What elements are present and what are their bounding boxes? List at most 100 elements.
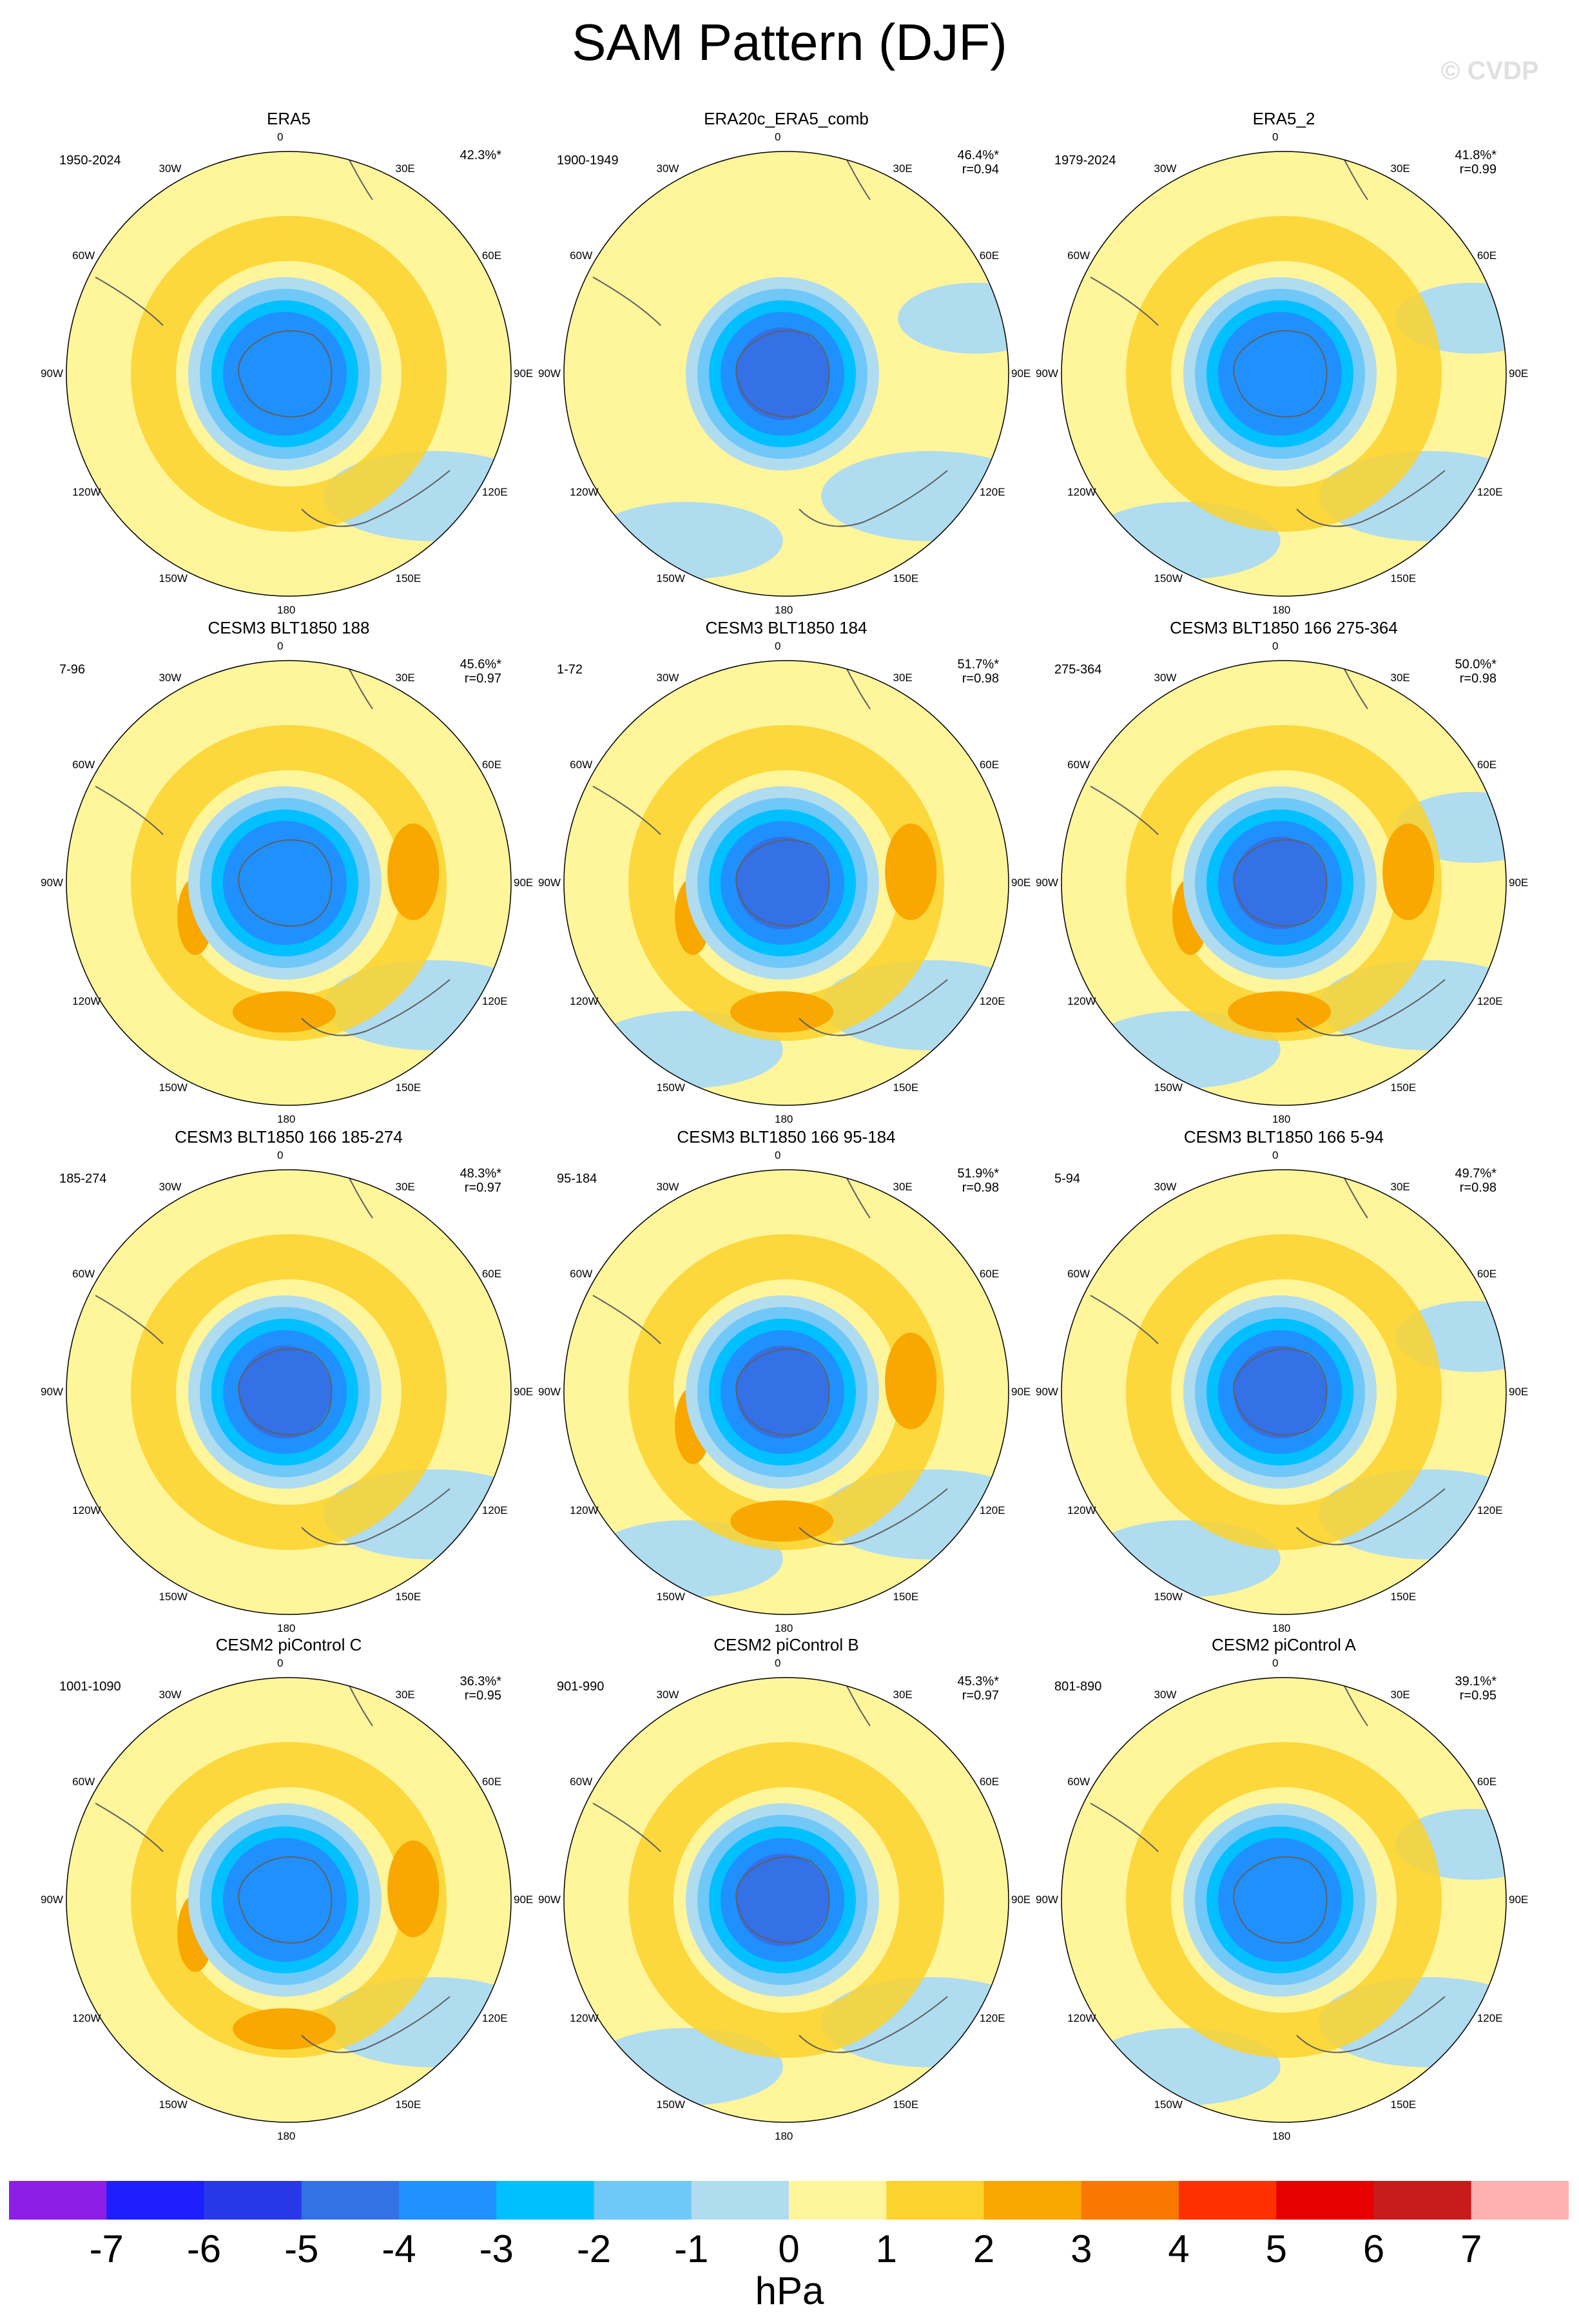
longitude-label: 60E xyxy=(1477,1267,1497,1280)
south-america-coastline xyxy=(592,1295,661,1344)
longitude-label: 150E xyxy=(395,2098,421,2111)
map-panel: CESM3 BLT1850 184 1-72 51.7%* r=0.98 0 30E 60E… xyxy=(535,617,1038,1127)
australia-coastline xyxy=(301,1996,450,2053)
colorbar-swatch xyxy=(691,2181,790,2220)
polar-map xyxy=(66,1169,512,1615)
longitude-label: 120E xyxy=(1477,485,1503,498)
colorbar xyxy=(9,2181,1569,2220)
longitude-label: 150W xyxy=(1154,2098,1183,2111)
longitude-label: 30W xyxy=(1154,1181,1177,1194)
colorbar-swatch xyxy=(1373,2181,1472,2220)
panel-variance-stat: 45.3%* r=0.97 xyxy=(870,1674,1000,1703)
colorbar-tick-label: 5 xyxy=(1265,2227,1287,2271)
australia-coastline xyxy=(1296,979,1446,1036)
antarctica-coastline xyxy=(238,839,333,927)
longitude-label: 30W xyxy=(1154,1689,1177,1701)
polar-cap-band xyxy=(736,327,829,420)
colorbar-tick-label: -6 xyxy=(186,2227,222,2271)
panel-title: CESM3 BLT1850 166 95-184 xyxy=(677,1127,896,1147)
longitude-label: 120E xyxy=(481,2011,508,2024)
positive-ring xyxy=(131,1234,447,1550)
panel-pct-explained: 49.7%* xyxy=(1455,1167,1497,1181)
longitude-label: 90W xyxy=(41,876,63,889)
longitude-label: 60W xyxy=(1067,1267,1090,1280)
panel-variance-stat: 41.8%* r=0.99 xyxy=(1368,148,1497,177)
longitude-label: 30E xyxy=(1390,1689,1410,1701)
australia-coastline xyxy=(301,470,450,527)
colorbar-swatch xyxy=(1276,2181,1374,2220)
longitude-label: 0 xyxy=(775,131,781,143)
map-border xyxy=(66,151,512,597)
panel-pct-explained: 51.7%* xyxy=(957,657,1000,672)
colorbar-tick-label: 1 xyxy=(875,2227,897,2271)
longitude-label: 60E xyxy=(1477,249,1497,262)
longitude-label: 30E xyxy=(395,1689,415,1701)
longitude-label: 150E xyxy=(893,2098,919,2111)
map-border xyxy=(563,1677,1009,2123)
longitude-label: 150E xyxy=(1390,572,1417,585)
colorbar-swatch xyxy=(106,2181,204,2220)
positive-lobe xyxy=(1228,991,1332,1033)
longitude-label: 90W xyxy=(538,1893,561,1906)
longitude-label: 60W xyxy=(570,758,593,771)
colorbar-tick-label: 6 xyxy=(1362,2227,1385,2271)
longitude-label: 60E xyxy=(481,249,502,262)
longitude-label: 180 xyxy=(1272,604,1291,616)
longitude-label: 150E xyxy=(1390,1081,1417,1094)
longitude-label: 120E xyxy=(979,485,1005,498)
positive-ring xyxy=(1126,1742,1442,2058)
south-america-coastline xyxy=(1090,276,1159,326)
colorbar-swatch xyxy=(1179,2181,1277,2220)
panel-years: 95-184 xyxy=(557,1172,597,1186)
map-panel: CESM3 BLT1850 166 185-274 185-274 48.3%* r=… xyxy=(37,1127,540,1636)
longitude-label: 120E xyxy=(979,994,1005,1007)
positive-ring xyxy=(628,1742,944,2058)
longitude-label: 30E xyxy=(893,162,913,175)
panel-years: 185-274 xyxy=(59,1172,107,1186)
longitude-label: 0 xyxy=(775,1149,781,1161)
panel-pct-explained: 45.6%* xyxy=(460,657,502,672)
panel-pattern-corr: r=0.97 xyxy=(464,672,501,686)
longitude-label: 90W xyxy=(1036,876,1058,889)
panel-pattern-corr: r=0.97 xyxy=(962,1689,999,1703)
panel-years: 1900-1949 xyxy=(557,153,619,168)
map-border xyxy=(563,151,1009,597)
panel-pattern-corr: r=0.97 xyxy=(464,1181,501,1195)
longitude-label: 90E xyxy=(1011,876,1031,889)
longitude-label: 0 xyxy=(1272,131,1279,143)
panel-title: CESM2 piControl A xyxy=(1212,1635,1356,1654)
longitude-label: 30E xyxy=(1390,1181,1410,1194)
south-america-coastline xyxy=(1090,786,1159,835)
colorbar-swatch xyxy=(594,2181,692,2220)
longitude-label: 0 xyxy=(277,1149,284,1161)
longitude-label: 60E xyxy=(979,249,1000,262)
longitude-label: 120E xyxy=(979,1504,1005,1516)
polar-map xyxy=(1061,660,1507,1106)
australia-coastline xyxy=(301,1488,450,1545)
longitude-label: 120W xyxy=(72,485,101,498)
longitude-label: 90E xyxy=(1509,1386,1529,1398)
colorbar-swatch xyxy=(1471,2181,1569,2220)
longitude-label: 120W xyxy=(570,2011,599,2024)
longitude-label: 60W xyxy=(570,1775,593,1788)
longitude-label: 120E xyxy=(481,485,508,498)
antarctica-coastline xyxy=(238,1348,333,1436)
longitude-label: 120E xyxy=(1477,1504,1503,1516)
longitude-label: 180 xyxy=(277,2130,296,2142)
longitude-label: 150E xyxy=(893,1081,919,1094)
panel-variance-stat: 51.9%* r=0.98 xyxy=(870,1167,1000,1195)
panel-title: ERA5_2 xyxy=(1252,109,1315,128)
polar-map xyxy=(563,660,1009,1106)
longitude-label: 120W xyxy=(570,485,599,498)
positive-lobe xyxy=(233,991,336,1033)
panel-pattern-corr: r=0.99 xyxy=(1459,162,1497,177)
longitude-label: 90W xyxy=(1036,1893,1058,1906)
colorbar-tick-label: 2 xyxy=(973,2227,995,2271)
australia-coastline xyxy=(1296,1996,1446,2053)
longitude-label: 90E xyxy=(1509,876,1529,889)
polar-map xyxy=(1061,151,1507,597)
map-border xyxy=(66,1169,512,1615)
south-america-coastline xyxy=(95,1803,164,1852)
longitude-label: 60E xyxy=(1477,758,1497,771)
panel-pattern-corr: r=0.95 xyxy=(464,1689,501,1703)
